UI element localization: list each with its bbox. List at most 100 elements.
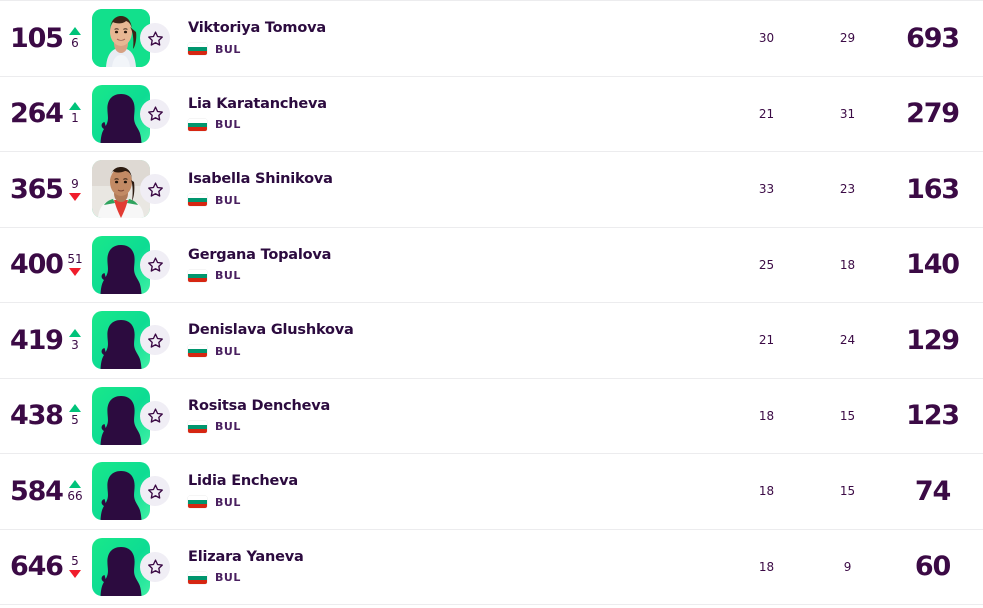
points-value: 163 [906,173,960,205]
table-row[interactable]: 419 3 Denislava Glushkova BUL 21 24 129 [0,303,983,379]
avatar-cell [92,227,180,302]
country-code: BUL [215,420,241,433]
arrow-up-icon [69,479,81,488]
rank-movement: 9 [62,177,88,201]
favorite-star-icon[interactable] [140,98,170,129]
rank-number: 400 [10,249,64,281]
avatar[interactable] [92,84,150,143]
rank-number: 584 [10,475,64,507]
stat-tournaments-played: 21 [758,106,775,121]
favorite-star-icon[interactable] [140,174,170,205]
rank-movement: 66 [62,479,88,503]
arrow-down-icon [69,570,81,579]
avatar[interactable] [92,235,150,294]
avatar-cell [92,303,180,378]
points-value: 279 [906,98,960,130]
rank-number: 646 [10,551,64,583]
rank-number: 419 [10,324,64,356]
arrow-down-icon [69,192,81,201]
rank-movement: 3 [62,328,88,352]
rank-number: 438 [10,400,64,432]
country-flag-icon [188,420,207,433]
rank-movement-value: 5 [71,554,79,569]
avatar[interactable] [92,386,150,445]
stat-tournaments-played: 25 [758,257,775,272]
player-name[interactable]: Viktoriya Tomova [188,20,326,36]
rank-movement-value: 6 [71,35,79,50]
country-flag-icon [188,345,207,357]
rank-number: 264 [10,98,64,130]
favorite-star-icon[interactable] [140,249,170,280]
stat-matches-won: 15 [839,484,856,499]
player-cell[interactable]: Gergana Topalova BUL [180,246,529,282]
rank-cell: 400 51 [0,251,92,278]
player-cell[interactable]: Isabella Shinikova BUL [180,172,529,207]
country-flag-icon [188,571,207,584]
country-code: BUL [215,193,241,207]
table-row[interactable]: 438 5 Rositsa Dencheva BUL 18 15 123 [0,378,983,454]
avatar-cell [92,76,180,151]
table-row[interactable]: 646 5 Elizara Yaneva BUL 18 9 60 [0,529,983,605]
player-cell[interactable]: Denislava Glushkova BUL [180,323,540,358]
player-name[interactable]: Lia Karatancheva [188,95,327,112]
stat-tournaments-played: 30 [758,31,775,46]
favorite-star-icon[interactable] [140,400,170,431]
stat-tournaments-played: 33 [758,182,775,197]
arrow-up-icon [69,26,81,35]
points-value: 140 [906,249,960,281]
stat-tournaments-played: 18 [758,559,775,574]
table-row[interactable]: 264 1 Lia Karatancheva BUL 21 31 279 [0,76,983,152]
favorite-star-icon[interactable] [140,23,170,54]
rank-cell: 438 5 [0,402,92,429]
player-name[interactable]: Rositsa Dencheva [188,397,331,414]
points-value: 123 [906,400,960,432]
stat-matches-won: 29 [839,31,856,46]
player-name[interactable]: Lidia Encheva [188,473,299,489]
rank-cell: 584 66 [0,478,92,505]
player-country: BUL [188,345,540,358]
player-cell[interactable]: Rositsa Dencheva BUL [180,397,528,433]
player-country: BUL [188,571,515,584]
table-row[interactable]: 365 9 Isabella Shinikova BUL 33 23 163 [0,152,983,228]
player-silhouette-icon [100,471,142,521]
rank-cell: 105 6 [0,25,92,52]
stat-matches-won: 15 [839,408,856,423]
player-name[interactable]: Gergana Topalova [188,246,332,263]
points-value: 60 [914,551,951,583]
country-flag-icon [188,43,207,55]
stat-matches-won: 23 [839,182,856,197]
rank-movement: 1 [62,102,88,125]
stat-tournaments-played: 18 [758,484,775,499]
rank-movement-value: 1 [71,111,79,126]
favorite-star-icon[interactable] [140,325,170,356]
avatar-cell [92,152,180,227]
player-country: BUL [188,194,529,207]
player-country: BUL [188,269,529,282]
player-name[interactable]: Isabella Shinikova [188,171,333,187]
favorite-star-icon[interactable] [140,476,170,507]
favorite-star-icon[interactable] [140,551,170,582]
player-cell[interactable]: Lidia Encheva BUL [180,474,512,509]
avatar-cell [92,1,180,76]
points-value: 74 [914,475,951,507]
player-cell[interactable]: Lia Karatancheva BUL [180,95,526,131]
country-code: BUL [215,269,241,282]
arrow-up-icon [69,328,81,337]
table-row[interactable]: 584 66 Lidia Encheva BUL 18 15 74 [0,454,983,530]
player-name[interactable]: Elizara Yaneva [188,548,304,565]
player-silhouette-icon [100,395,142,445]
rank-movement-value: 5 [71,413,79,428]
player-name[interactable]: Denislava Glushkova [188,322,354,338]
country-flag-icon [188,194,207,206]
player-silhouette-icon [100,320,142,370]
player-country: BUL [188,43,526,56]
rank-movement: 5 [62,554,88,579]
arrow-down-icon [69,268,81,277]
table-row[interactable]: 105 6 Viktoriya Tomova BUL 30 29 693 [0,1,983,77]
avatar-cell [92,378,180,453]
player-cell[interactable]: Elizara Yaneva BUL [180,548,515,584]
table-row[interactable]: 400 51 Gergana Topalova BUL 25 18 140 [0,227,983,303]
stat-matches-won: 18 [839,257,856,272]
player-cell[interactable]: Viktoriya Tomova BUL [180,21,526,56]
